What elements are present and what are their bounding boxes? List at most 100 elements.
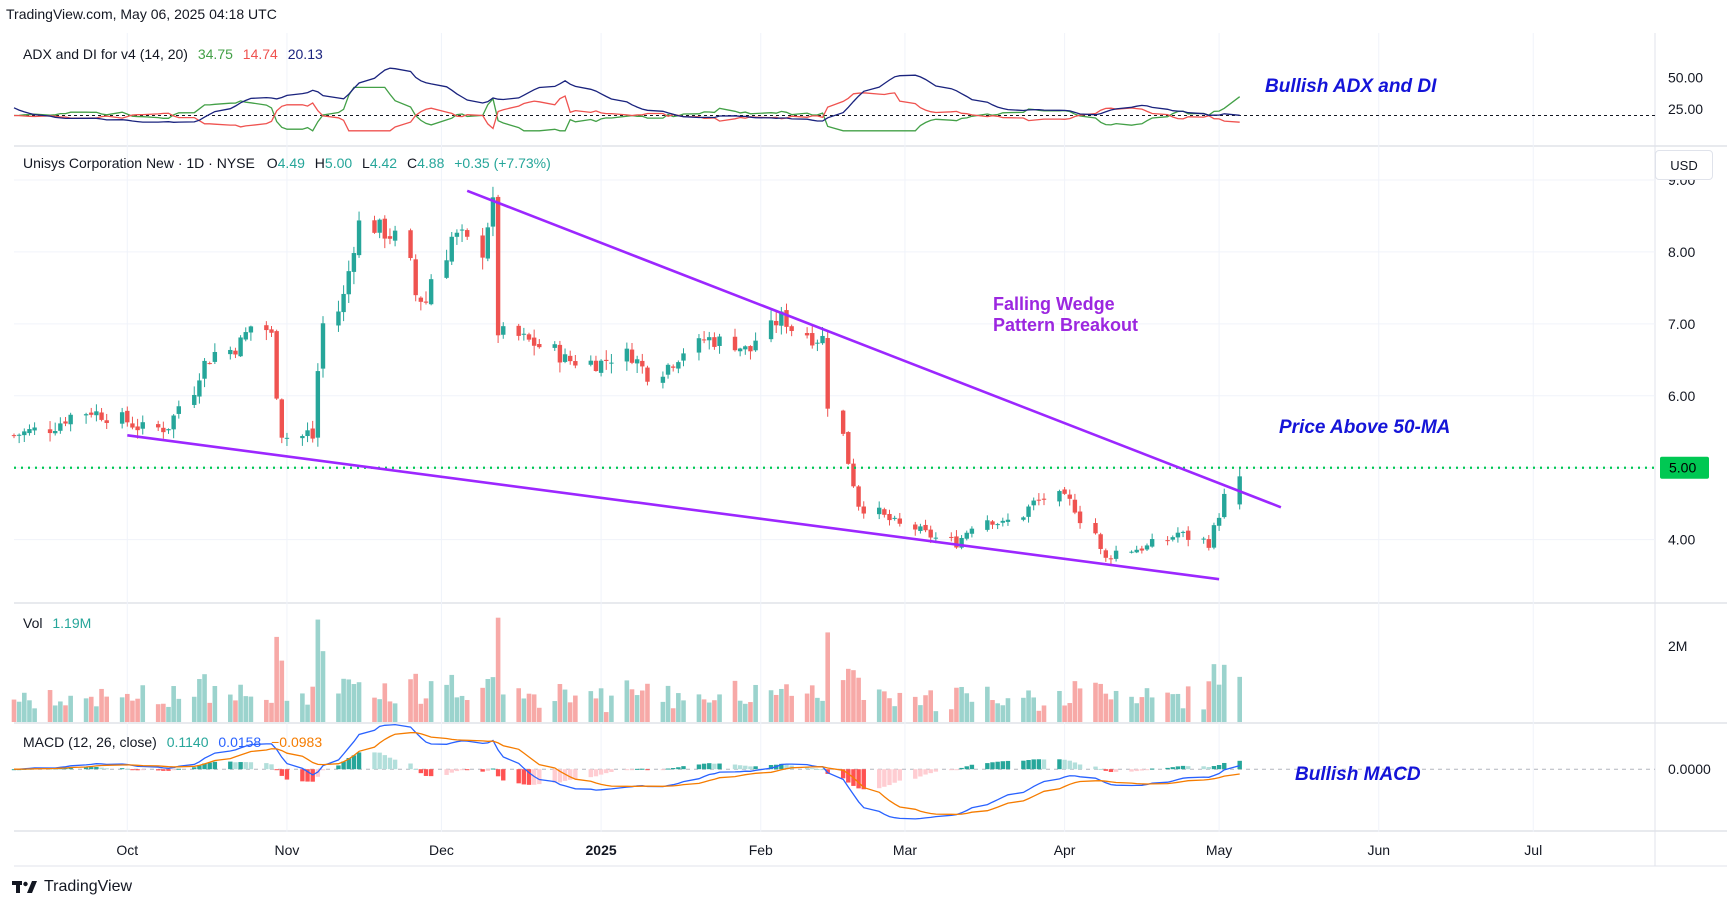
volume-bar — [531, 694, 537, 722]
volume-bar — [1185, 686, 1191, 722]
volume-bar — [712, 700, 717, 722]
macd-histogram-bar — [264, 763, 269, 770]
candle-body — [660, 376, 666, 383]
volume-bar — [279, 660, 285, 722]
macd-histogram-bar — [877, 769, 882, 789]
candle-body — [485, 227, 490, 259]
candle-body — [94, 411, 99, 416]
candle-body — [1206, 539, 1211, 548]
volume-bar — [567, 702, 573, 722]
wedge-lower-trendline — [127, 434, 1220, 581]
volume-bar — [233, 700, 238, 722]
volume-bar — [995, 703, 1000, 722]
candle-body — [279, 399, 284, 438]
candle-body — [573, 361, 578, 366]
volume-bar — [815, 697, 820, 722]
volume-bar — [1237, 676, 1242, 722]
volume-bar — [717, 694, 722, 722]
candle-body — [624, 348, 630, 362]
macd-histogram-bar — [537, 769, 542, 785]
candle-body — [779, 311, 784, 326]
macd-histogram-bar — [1175, 766, 1181, 770]
candle-body — [892, 517, 897, 519]
volume-bar — [1149, 697, 1155, 722]
candle-body — [1005, 519, 1011, 522]
candle-body — [1129, 551, 1134, 553]
volume-bar — [1072, 681, 1078, 722]
candle-body — [1026, 506, 1031, 517]
macd-histogram-bar — [490, 768, 496, 770]
volume-bar — [1041, 705, 1047, 722]
candle-body — [598, 360, 604, 373]
candle-body — [928, 529, 933, 538]
volume-bar — [990, 700, 995, 722]
candle-body — [63, 421, 68, 424]
volume-bar — [897, 692, 903, 722]
ohlc-open-label: O — [266, 155, 278, 171]
volume-bar — [382, 683, 388, 722]
candle-body — [1031, 500, 1036, 506]
ohlc-high: 5.00 — [324, 155, 353, 171]
macd-histogram-bar — [825, 769, 830, 774]
candle-body — [212, 351, 218, 362]
candle-body — [732, 336, 738, 351]
macd-histogram-bar — [305, 769, 310, 782]
volume-bar — [825, 632, 830, 722]
macd-histogram-bar — [557, 769, 563, 783]
volume-bar — [681, 700, 686, 722]
currency-button[interactable]: USD — [1655, 150, 1713, 180]
macd-histogram-bar — [428, 769, 434, 777]
candle-body — [964, 532, 969, 539]
ohlc-change: +0.35 (+7.73%) — [454, 155, 551, 171]
macd-histogram-bar — [959, 767, 964, 770]
macd-histogram-bar — [1149, 768, 1155, 770]
macd-line — [13, 723, 1240, 820]
candle-body — [562, 354, 568, 362]
time-axis-label: Mar — [893, 842, 917, 858]
volume-bar — [135, 698, 140, 722]
macd-histogram-bar — [1041, 759, 1047, 770]
macd-histogram-bar — [516, 769, 521, 784]
candle-body — [449, 236, 454, 262]
macd-histogram-bar — [640, 768, 645, 770]
candle-body — [820, 335, 825, 344]
macd-histogram-bar — [712, 763, 717, 770]
volume-bar — [171, 686, 176, 722]
volume-bar — [161, 703, 166, 722]
volume-bar — [125, 693, 130, 722]
candle-body — [305, 430, 310, 437]
volume-bar — [88, 696, 94, 722]
candle-body — [856, 486, 861, 507]
candle-body — [516, 325, 521, 336]
wedge-upper-trendline — [466, 189, 1282, 509]
candle-body — [27, 429, 32, 434]
macd-histogram-bar — [1186, 766, 1191, 770]
candle-body — [274, 331, 279, 399]
macd-histogram-bar — [707, 763, 712, 770]
volume-bar — [1098, 683, 1103, 722]
annotation-falling-wedge-line1: Falling Wedge — [993, 294, 1115, 314]
ohlc-low: 4.42 — [369, 155, 398, 171]
candle-body — [238, 337, 243, 357]
volume-bar — [490, 677, 496, 722]
volume-bar — [1000, 705, 1006, 722]
candle-body — [207, 363, 212, 365]
volume-bar — [1165, 692, 1170, 722]
candle-body — [197, 380, 202, 397]
volume-bar — [284, 700, 290, 722]
candle-body — [119, 412, 125, 424]
candle-body — [459, 229, 465, 231]
adx-legend: ADX and DI for v4 (14, 20) 34.75 14.74 2… — [23, 46, 323, 62]
adx-value-di-plus: 34.75 — [197, 46, 233, 62]
macd-histogram-bar — [1206, 767, 1211, 770]
adx-line — [13, 67, 1240, 123]
candle-body — [568, 355, 573, 362]
candle-body — [1098, 534, 1103, 549]
price-legend: Unisys Corporation New · 1D · NYSE O4.49… — [23, 155, 551, 171]
volume-bar — [706, 702, 712, 722]
volume-bar — [609, 695, 614, 722]
volume-bar — [1134, 703, 1139, 722]
candle-body — [264, 325, 269, 331]
volume-bar — [166, 706, 171, 722]
